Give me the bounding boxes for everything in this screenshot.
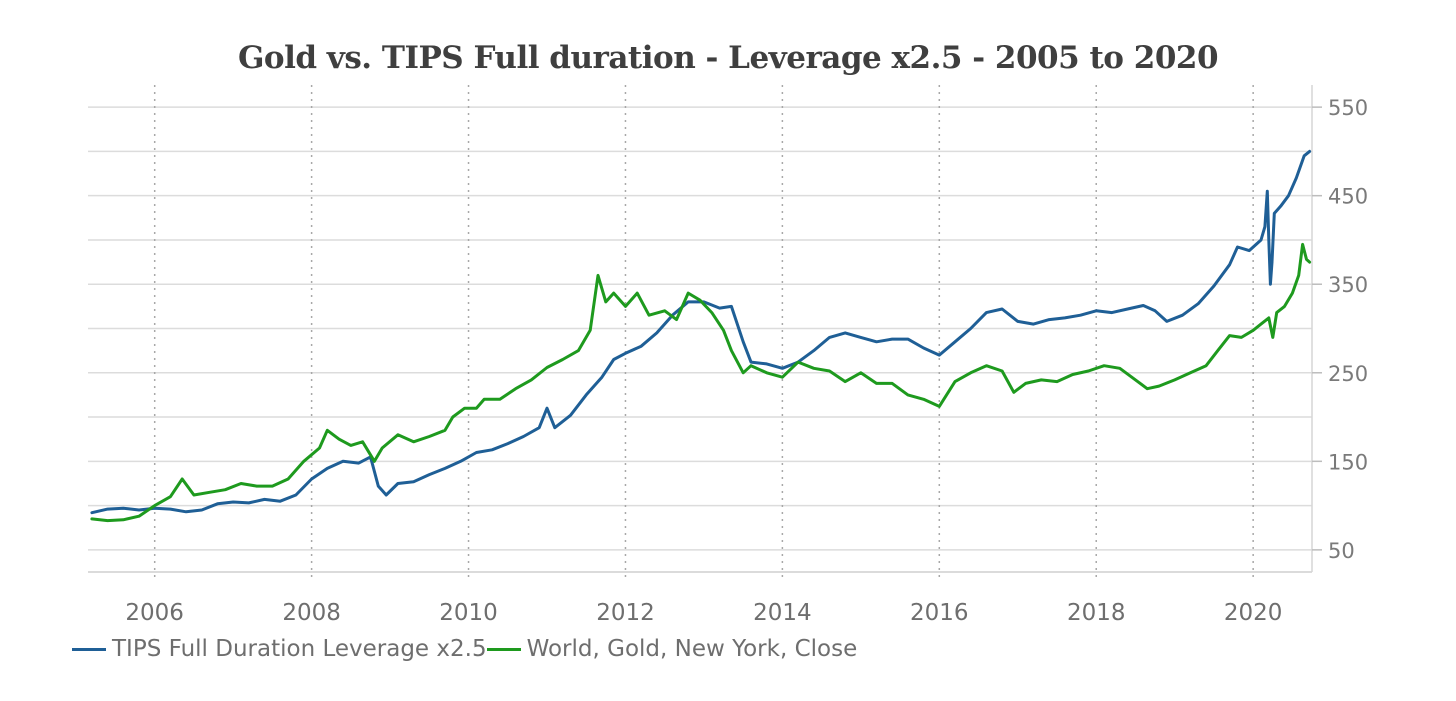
y-tick-label: 250 bbox=[1328, 362, 1368, 386]
x-tick-label: 2010 bbox=[439, 600, 498, 626]
x-axis: 2006 2008 2010 2012 2014 2016 2018 2020 bbox=[125, 600, 1282, 626]
x-tick-label: 2020 bbox=[1224, 600, 1283, 626]
legend-label-gold: World, Gold, New York, Close bbox=[526, 636, 858, 662]
y-tick-label: 50 bbox=[1328, 539, 1355, 563]
x-tick-label: 2014 bbox=[753, 600, 812, 626]
legend-swatch-tips bbox=[72, 647, 106, 651]
legend-item-tips: TIPS Full Duration Leverage x2.5 bbox=[72, 636, 487, 662]
x-tick-label: 2008 bbox=[282, 600, 341, 626]
legend-label-tips: TIPS Full Duration Leverage x2.5 bbox=[112, 636, 487, 662]
x-tick-label: 2006 bbox=[125, 600, 184, 626]
y-tick-label: 450 bbox=[1328, 185, 1368, 209]
x-tick-label: 2012 bbox=[596, 600, 655, 626]
y-tick-label: 150 bbox=[1328, 450, 1368, 474]
legend: TIPS Full Duration Leverage x2.5 World, … bbox=[72, 636, 857, 662]
x-tick-label: 2018 bbox=[1067, 600, 1126, 626]
y-tick-label: 350 bbox=[1328, 273, 1368, 297]
chart-title: Gold vs. TIPS Full duration - Leverage x… bbox=[237, 40, 1219, 76]
x-tick-label: 2016 bbox=[910, 600, 969, 626]
series-line-tips bbox=[90, 149, 1312, 515]
series-line-gold bbox=[90, 242, 1312, 523]
y-axis: 50 150 250 350 450 550 bbox=[1312, 96, 1368, 563]
y-tick-label: 550 bbox=[1328, 96, 1368, 120]
legend-item-gold: World, Gold, New York, Close bbox=[486, 636, 858, 662]
legend-swatch-gold bbox=[486, 647, 521, 651]
gridlines bbox=[88, 85, 1313, 580]
series-lines bbox=[90, 149, 1312, 523]
